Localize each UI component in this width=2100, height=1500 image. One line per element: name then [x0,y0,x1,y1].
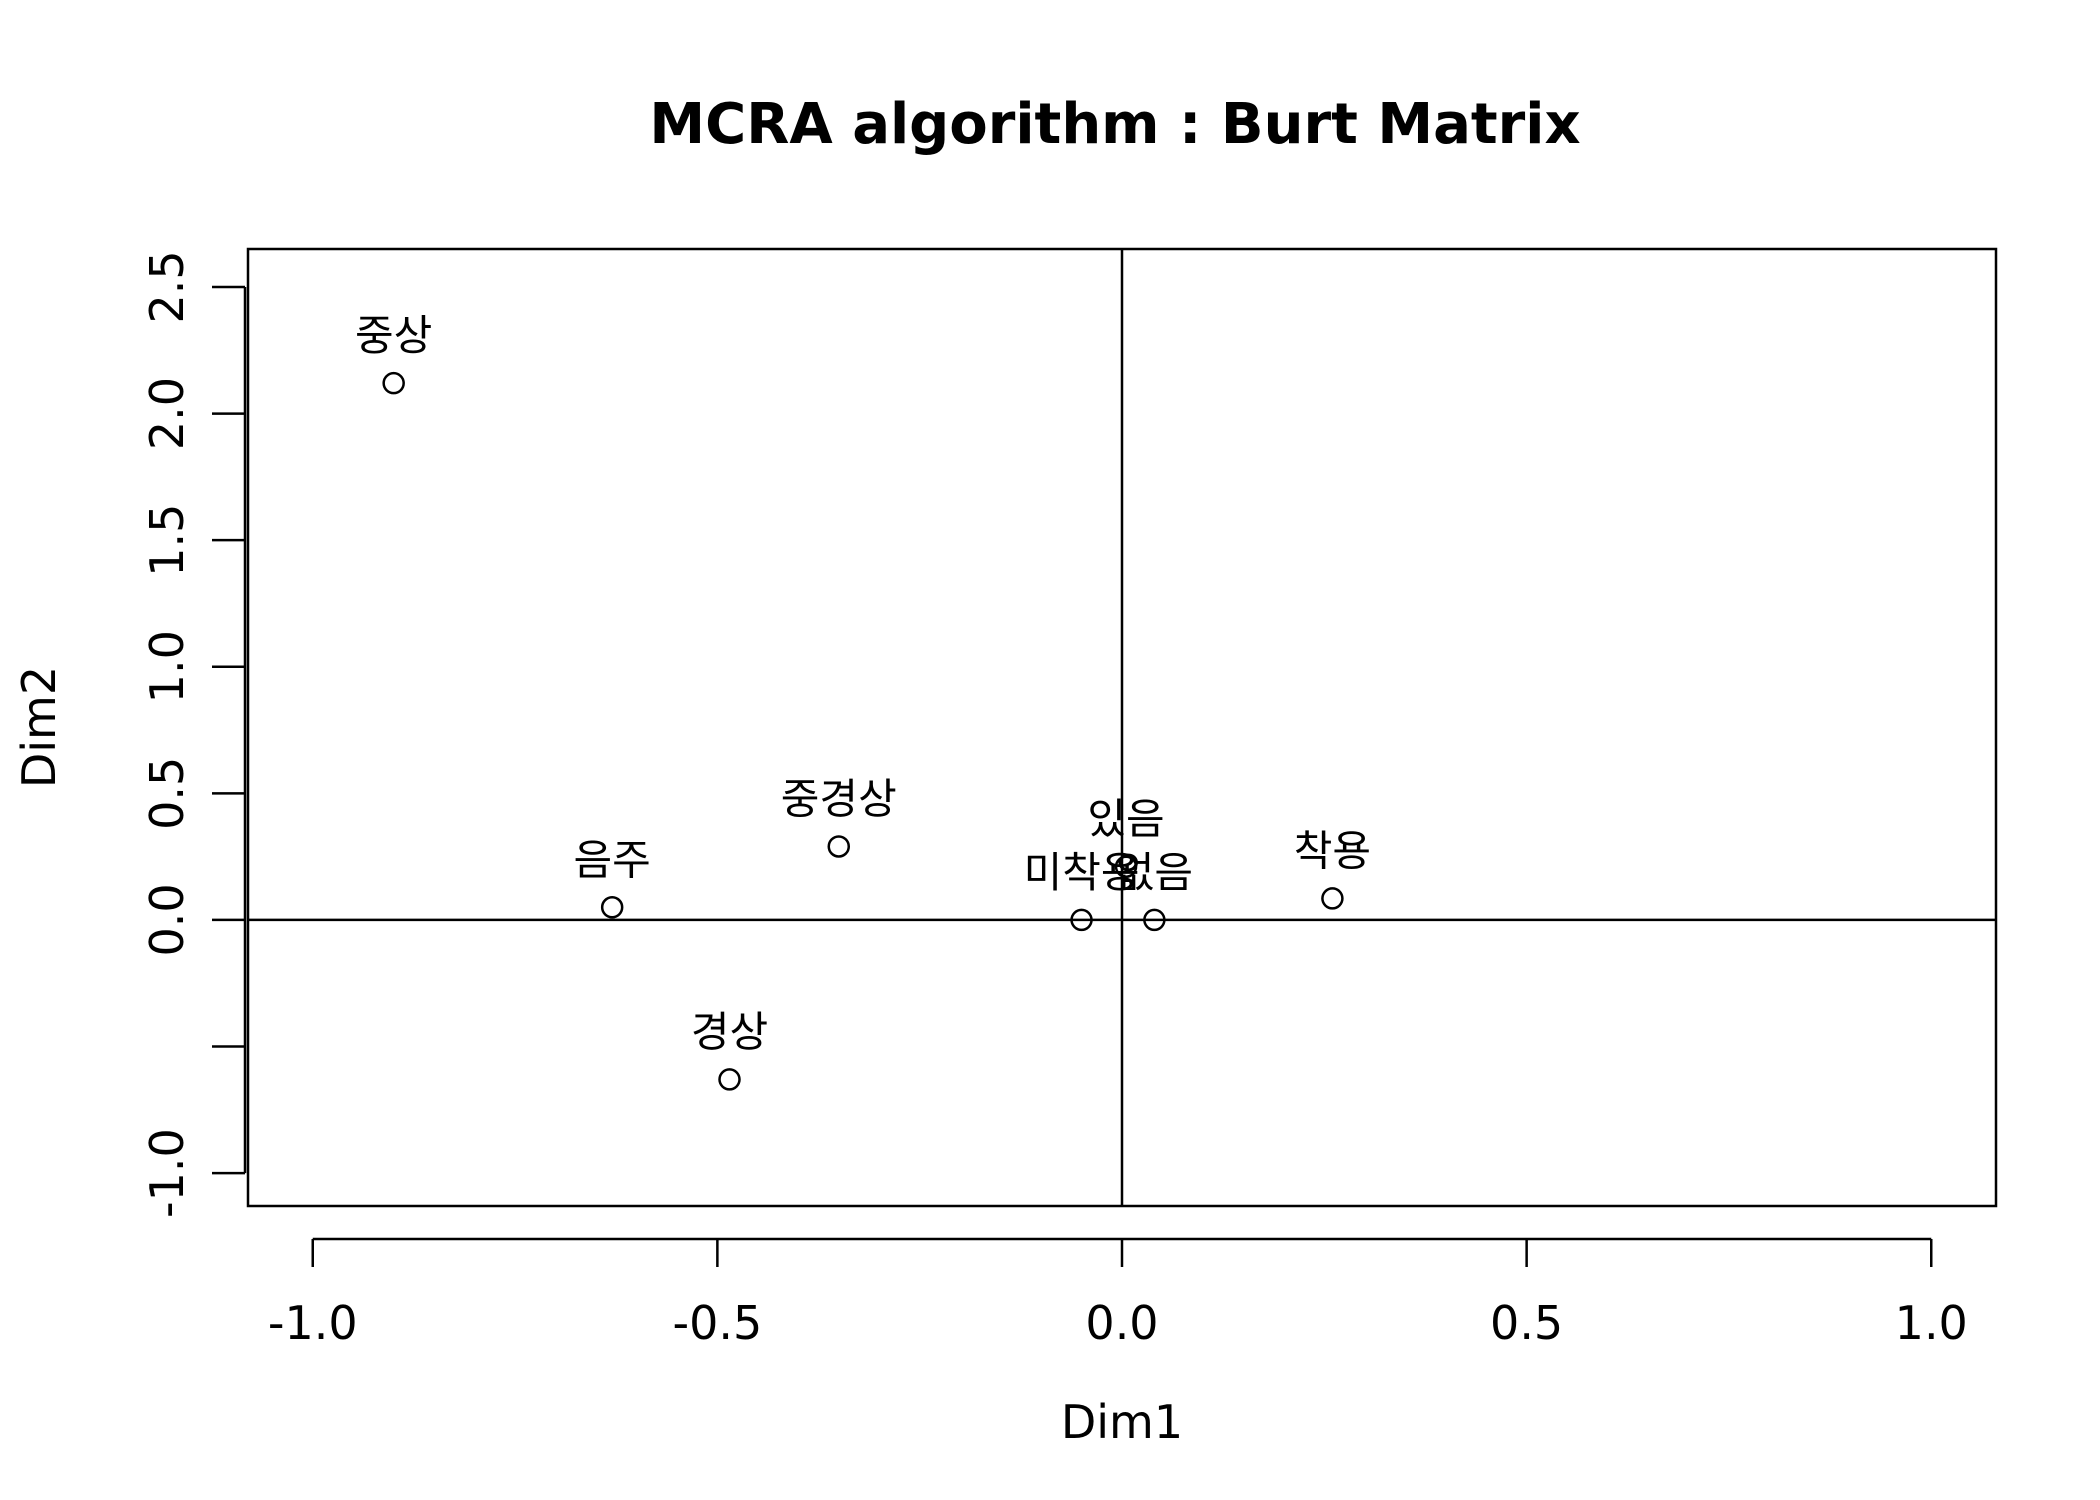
point-label: 착용 [1294,826,1371,875]
point-marker [718,1068,741,1091]
point-marker [1114,855,1138,878]
point-label: 미착용 [1024,848,1140,897]
chart-title: MCRA algorithm : Burt Matrix [649,92,1580,157]
y-tick-label: -1.0 [140,1128,194,1218]
data-point: 착용 [1294,826,1371,910]
point-marker [600,896,624,919]
x-axis: -1.0 -0.5 0.0 0.5 1.0 [268,1237,1968,1350]
data-point: 경상 [691,1007,768,1091]
data-point: 미착용 [1024,848,1140,932]
x-tick-label: 0.5 [1490,1296,1563,1350]
y-tick-label: 2.0 [140,377,194,450]
point-label: 중상 [355,311,432,360]
data-point: 중상 [355,311,432,395]
x-tick-label: 1.0 [1895,1296,1968,1350]
y-tick-label: 0.0 [140,883,194,956]
point-label: 음주 [574,835,651,884]
point-marker [382,371,405,395]
point-label: 경상 [691,1007,768,1056]
y-tick-label: 2.5 [140,250,194,323]
y-tick-label: 0.5 [140,757,194,830]
data-point: 중경상 [781,774,897,858]
y-axis: -1.0 0.0 0.5 1.0 1.5 2.0 2.5 [140,250,247,1218]
y-tick-label: 1.5 [140,504,194,577]
y-tick-label: 1.0 [140,630,194,703]
point-label: 없음 [1116,848,1193,897]
data-point: 없음 [1116,848,1193,932]
data-point: 있음 [1087,795,1165,878]
x-tick-label: -1.0 [268,1296,358,1350]
x-tick-label: 0.0 [1085,1296,1158,1350]
data-point: 음주 [574,835,651,919]
point-label: 있음 [1087,795,1164,844]
point-label: 중경상 [781,774,897,823]
point-marker [827,835,851,858]
point-marker [1321,887,1344,910]
x-axis-label: Dim1 [1061,1395,1183,1449]
x-tick-label: -0.5 [672,1296,762,1350]
point-marker [1070,908,1093,932]
y-axis-label: Dim2 [12,666,66,788]
point-marker [1143,908,1166,932]
